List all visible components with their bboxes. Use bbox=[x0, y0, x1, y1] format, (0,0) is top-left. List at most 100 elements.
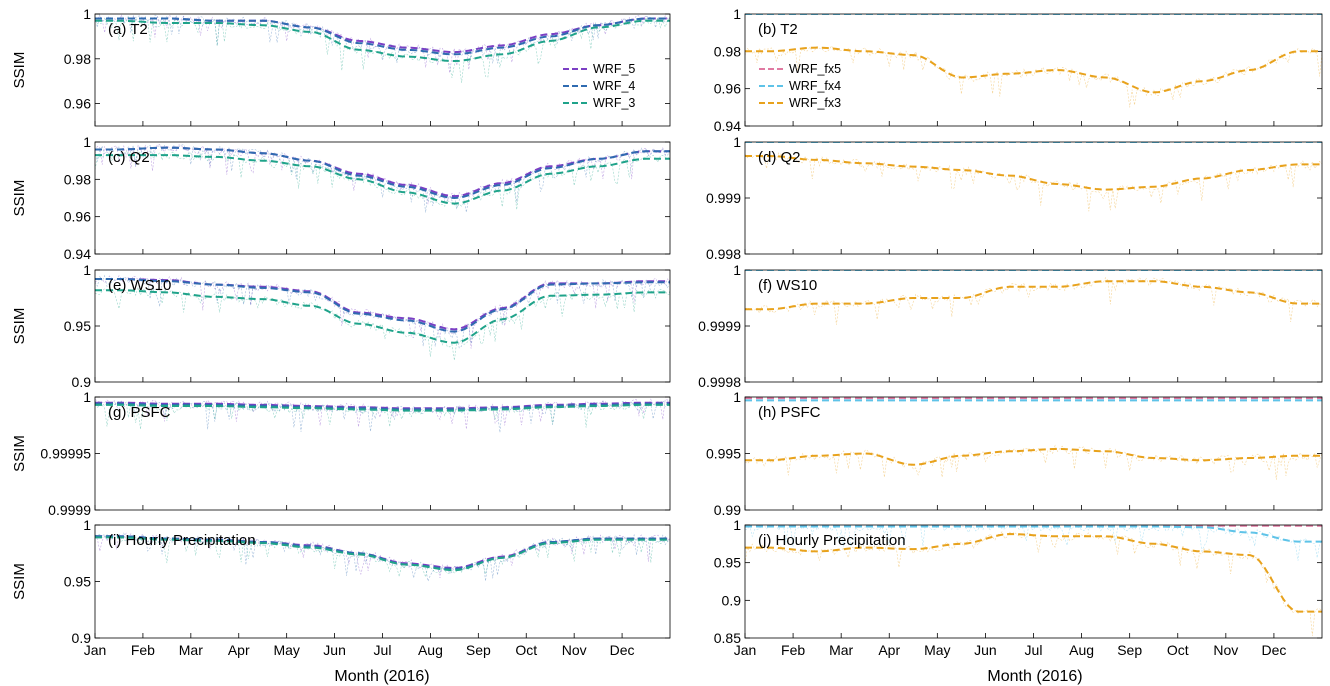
axes-frame bbox=[744, 141, 1323, 255]
x-tick-label: Jun bbox=[974, 642, 997, 658]
y-tick-label: 0.999 bbox=[706, 190, 741, 206]
panel-f: 1 0.9999 0.9998 (f) WS10 bbox=[698, 262, 1323, 390]
y-tick-label: 1 bbox=[83, 134, 91, 150]
series-WRF_fx3 bbox=[745, 280, 1322, 311]
panel-label: (e) WS10 bbox=[108, 277, 171, 294]
x-tick-label: Mar bbox=[829, 642, 853, 658]
panel-label: (f) WS10 bbox=[758, 277, 817, 294]
x-tick-label: Jul bbox=[374, 642, 392, 658]
series-WRF_5 bbox=[95, 278, 670, 331]
series-WRF_3 bbox=[95, 403, 670, 412]
y-tick-label: 0.99995 bbox=[40, 446, 91, 462]
y-axis-label: SSIM bbox=[11, 563, 28, 600]
x-tick-label: May bbox=[273, 642, 299, 658]
plot-area bbox=[745, 142, 1322, 212]
axes-frame bbox=[744, 524, 1323, 639]
legend-entry: WRF_3 bbox=[593, 96, 635, 110]
axes-frame bbox=[744, 269, 1323, 383]
x-tick-label: Dec bbox=[1261, 642, 1286, 658]
x-tick-label: Oct bbox=[1167, 642, 1189, 658]
y-tick-label: 0.98 bbox=[64, 171, 91, 187]
series-noise-WRF_3 bbox=[95, 286, 670, 361]
series-noise-WRF_4 bbox=[95, 144, 670, 213]
legend-entry: WRF_fx5 bbox=[789, 62, 841, 76]
panel-label: (h) PSFC bbox=[758, 404, 821, 421]
y-tick-label: 0.995 bbox=[706, 446, 741, 462]
legend: WRF_fx5 WRF_fx4 WRF_fx3 bbox=[759, 62, 841, 110]
plot-area bbox=[745, 525, 1322, 636]
y-axis-label: SSIM bbox=[11, 308, 28, 345]
y-tick-label: 0.9 bbox=[72, 630, 92, 646]
x-axis-label-right: Month (2016) bbox=[987, 668, 1082, 685]
series-noise-WRF_5 bbox=[95, 532, 670, 578]
x-tick-label: Sep bbox=[466, 642, 491, 658]
y-tick-label: 1 bbox=[733, 6, 741, 22]
panel-label: (g) PSFC bbox=[108, 404, 171, 421]
series-WRF_4 bbox=[95, 146, 670, 200]
legend-entry: WRF_fx3 bbox=[789, 96, 841, 110]
y-tick-label: 0.99 bbox=[714, 502, 741, 518]
x-tick-label: Jan bbox=[734, 642, 757, 658]
panel-c: 1 0.98 0.96 0.94 SSIM (c) Q2 bbox=[11, 134, 671, 262]
panel-label: (c) Q2 bbox=[108, 149, 150, 166]
panel-label: (d) Q2 bbox=[758, 149, 801, 166]
x-tick-label: Feb bbox=[131, 642, 155, 658]
axes-frame bbox=[94, 13, 671, 127]
y-tick-label: 0.9 bbox=[722, 592, 742, 608]
series-WRF_4 bbox=[95, 17, 670, 56]
y-tick-label: 1 bbox=[733, 134, 741, 150]
y-axis-label: SSIM bbox=[11, 180, 28, 217]
y-tick-label: 0.95 bbox=[64, 574, 91, 590]
series-noise-WRF_4 bbox=[95, 274, 670, 349]
series-noise-WRF_fx3 bbox=[745, 45, 1322, 108]
panel-e: 1 0.95 0.9 SSIM (e) WS10 bbox=[11, 262, 671, 390]
series-noise-WRF_fx3 bbox=[745, 444, 1322, 480]
panel-b: 1 0.98 0.96 0.94 (b) T2 WRF_fx5 WRF_fx4 WRF_fx3 bbox=[714, 6, 1323, 134]
series-WRF_fx3 bbox=[745, 532, 1322, 613]
y-tick-label: 0.98 bbox=[64, 51, 91, 67]
y-tick-label: 0.95 bbox=[714, 555, 741, 571]
x-tick-label: Sep bbox=[1117, 642, 1142, 658]
y-tick-label: 1 bbox=[83, 6, 91, 22]
panel-label: (j) Hourly Precipitation bbox=[758, 532, 906, 549]
panels: 1 0.98 0.96 SSIM (a) T2 WRF_5 WRF_4 WRF_3 1 0.98 0… bbox=[11, 6, 1323, 658]
x-axis-label-left: Month (2016) bbox=[334, 668, 429, 685]
x-tick-label: Jul bbox=[1025, 642, 1043, 658]
y-tick-label: 1 bbox=[733, 262, 741, 278]
y-tick-label: 0.98 bbox=[714, 43, 741, 59]
panel-label: (i) Hourly Precipitation bbox=[108, 532, 256, 549]
x-tick-label: Mar bbox=[179, 642, 203, 658]
panel-label: (b) T2 bbox=[758, 21, 798, 38]
x-tick-label: Oct bbox=[515, 642, 537, 658]
series-noise-WRF_fx4 bbox=[745, 525, 1322, 561]
axes-frame bbox=[94, 269, 671, 383]
y-tick-label: 0.9 bbox=[72, 374, 92, 390]
series-noise-WRF_fx3 bbox=[745, 151, 1322, 212]
y-tick-label: 0.85 bbox=[714, 630, 741, 646]
panel-a: 1 0.98 0.96 SSIM (a) T2 WRF_5 WRF_4 WRF_3 bbox=[11, 6, 671, 127]
panel-g: 1 0.99995 0.9999 SSIM (g) PSFC bbox=[11, 389, 671, 518]
series-noise-WRF_3 bbox=[95, 400, 670, 430]
series-WRF_3 bbox=[95, 289, 670, 344]
axes-frame bbox=[744, 13, 1323, 127]
series-WRF_3 bbox=[95, 536, 670, 572]
y-tick-label: 0.9998 bbox=[698, 374, 741, 390]
y-tick-label: 1 bbox=[733, 389, 741, 405]
series-WRF_3 bbox=[95, 19, 670, 63]
series-noise-WRF_3 bbox=[95, 17, 670, 83]
plot-area bbox=[95, 144, 670, 213]
y-tick-label: 0.96 bbox=[64, 96, 91, 112]
series-noise-WRF_4 bbox=[95, 400, 670, 433]
legend: WRF_5 WRF_4 WRF_3 bbox=[563, 62, 635, 110]
panel-d: 1 0.999 0.998 (d) Q2 bbox=[706, 134, 1323, 262]
y-tick-label: 1 bbox=[83, 389, 91, 405]
series-noise-WRF_fx3 bbox=[745, 277, 1322, 325]
x-tick-label: May bbox=[924, 642, 950, 658]
series-WRF_3 bbox=[95, 154, 670, 205]
y-tick-label: 0.95 bbox=[64, 318, 91, 334]
y-tick-label: 0.998 bbox=[706, 246, 741, 262]
x-tick-label: Dec bbox=[610, 642, 635, 658]
x-tick-label: Jan bbox=[84, 642, 107, 658]
